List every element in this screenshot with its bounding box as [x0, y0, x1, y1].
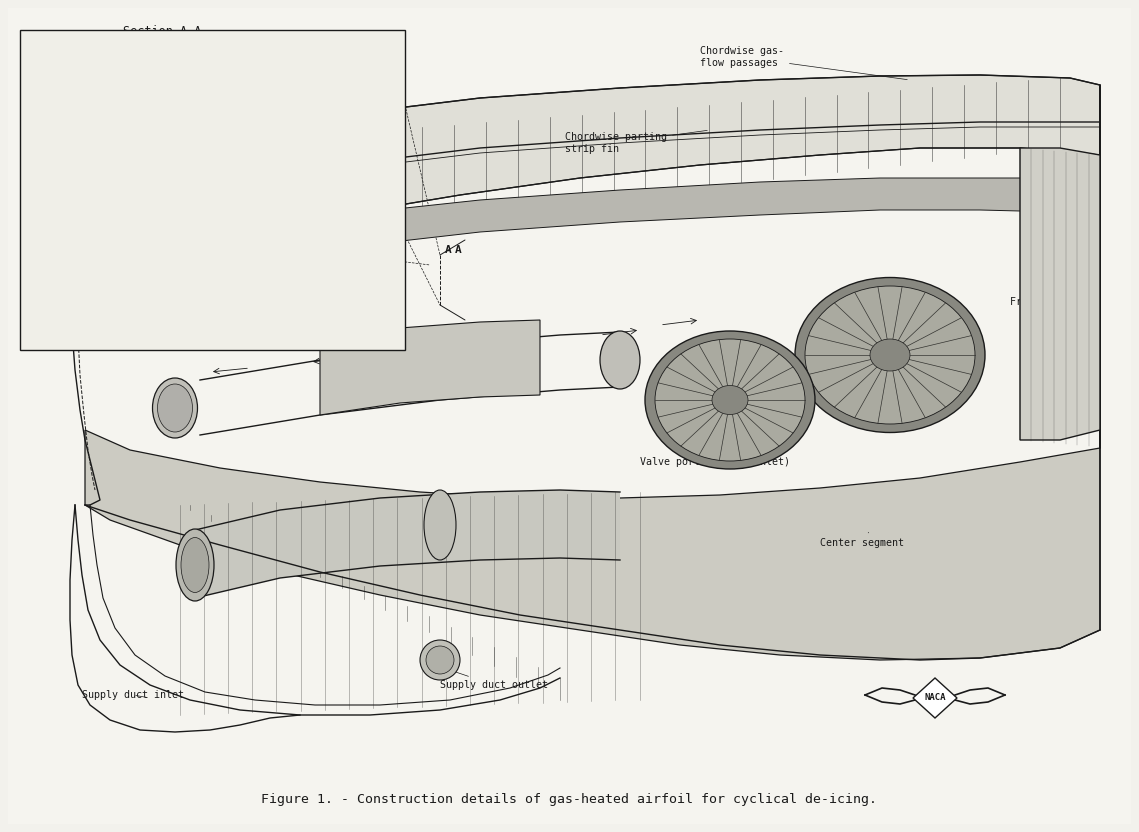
- Polygon shape: [80, 75, 1100, 288]
- Ellipse shape: [153, 378, 197, 438]
- Text: Section A-A: Section A-A: [123, 25, 202, 38]
- Text: Supply duct inlet: Supply duct inlet: [82, 690, 185, 700]
- Text: Parting
strip: Parting strip: [22, 228, 64, 250]
- Ellipse shape: [795, 278, 985, 433]
- Ellipse shape: [805, 286, 975, 424]
- Ellipse shape: [157, 384, 192, 432]
- Polygon shape: [320, 320, 540, 415]
- Ellipse shape: [712, 385, 748, 414]
- Ellipse shape: [181, 537, 208, 592]
- Text: Outer skin: Outer skin: [22, 264, 82, 274]
- Text: Center segment: Center segment: [820, 532, 904, 548]
- Text: Inner skin: Inner skin: [22, 252, 82, 262]
- Text: Chordwise gas-
flow passages: Chordwise gas- flow passages: [700, 47, 908, 80]
- Ellipse shape: [870, 339, 910, 371]
- Polygon shape: [200, 178, 1100, 275]
- Polygon shape: [85, 85, 1100, 660]
- Ellipse shape: [426, 646, 454, 674]
- Ellipse shape: [645, 331, 816, 469]
- Text: Chordwise parting
strip fin: Chordwise parting strip fin: [565, 131, 707, 154]
- Polygon shape: [913, 678, 957, 718]
- Polygon shape: [1021, 148, 1100, 440]
- Text: Spanwise
parting
strip fin: Spanwise parting strip fin: [22, 292, 76, 325]
- Text: Figure 1. - Construction details of gas-heated airfoil for cyclical de-icing.: Figure 1. - Construction details of gas-…: [261, 794, 877, 806]
- Bar: [21, 30, 405, 350]
- Ellipse shape: [420, 640, 460, 680]
- Text: Front spar: Front spar: [310, 172, 370, 223]
- Text: Rear passage: Rear passage: [25, 143, 97, 153]
- Ellipse shape: [600, 331, 640, 389]
- Text: Plenum chamber
partition: Plenum chamber partition: [130, 305, 214, 327]
- Text: Supply duct outlet: Supply duct outlet: [437, 666, 548, 690]
- Text: Plenum chamber: Plenum chamber: [282, 92, 366, 133]
- Text: Section A-A: Section A-A: [108, 33, 182, 43]
- Text: A: A: [454, 245, 461, 255]
- Text: Double passage
supply duct: Double passage supply duct: [235, 300, 319, 322]
- Text: Front passage: Front passage: [25, 130, 103, 140]
- Text: Chordwise gas-flow passages: Chordwise gas-flow passages: [27, 55, 189, 102]
- Ellipse shape: [424, 490, 456, 560]
- Text: A: A: [850, 380, 857, 390]
- Text: Front spar: Front spar: [1010, 297, 1097, 307]
- Text: NACA: NACA: [924, 694, 945, 702]
- Text: Valve port (plenum inlet): Valve port (plenum inlet): [640, 448, 790, 467]
- Text: Valve port (plenum
chamber inlet): Valve port (plenum chamber inlet): [210, 72, 318, 132]
- Ellipse shape: [655, 339, 805, 461]
- Polygon shape: [195, 490, 620, 598]
- Ellipse shape: [177, 529, 214, 601]
- Text: A: A: [445, 245, 452, 255]
